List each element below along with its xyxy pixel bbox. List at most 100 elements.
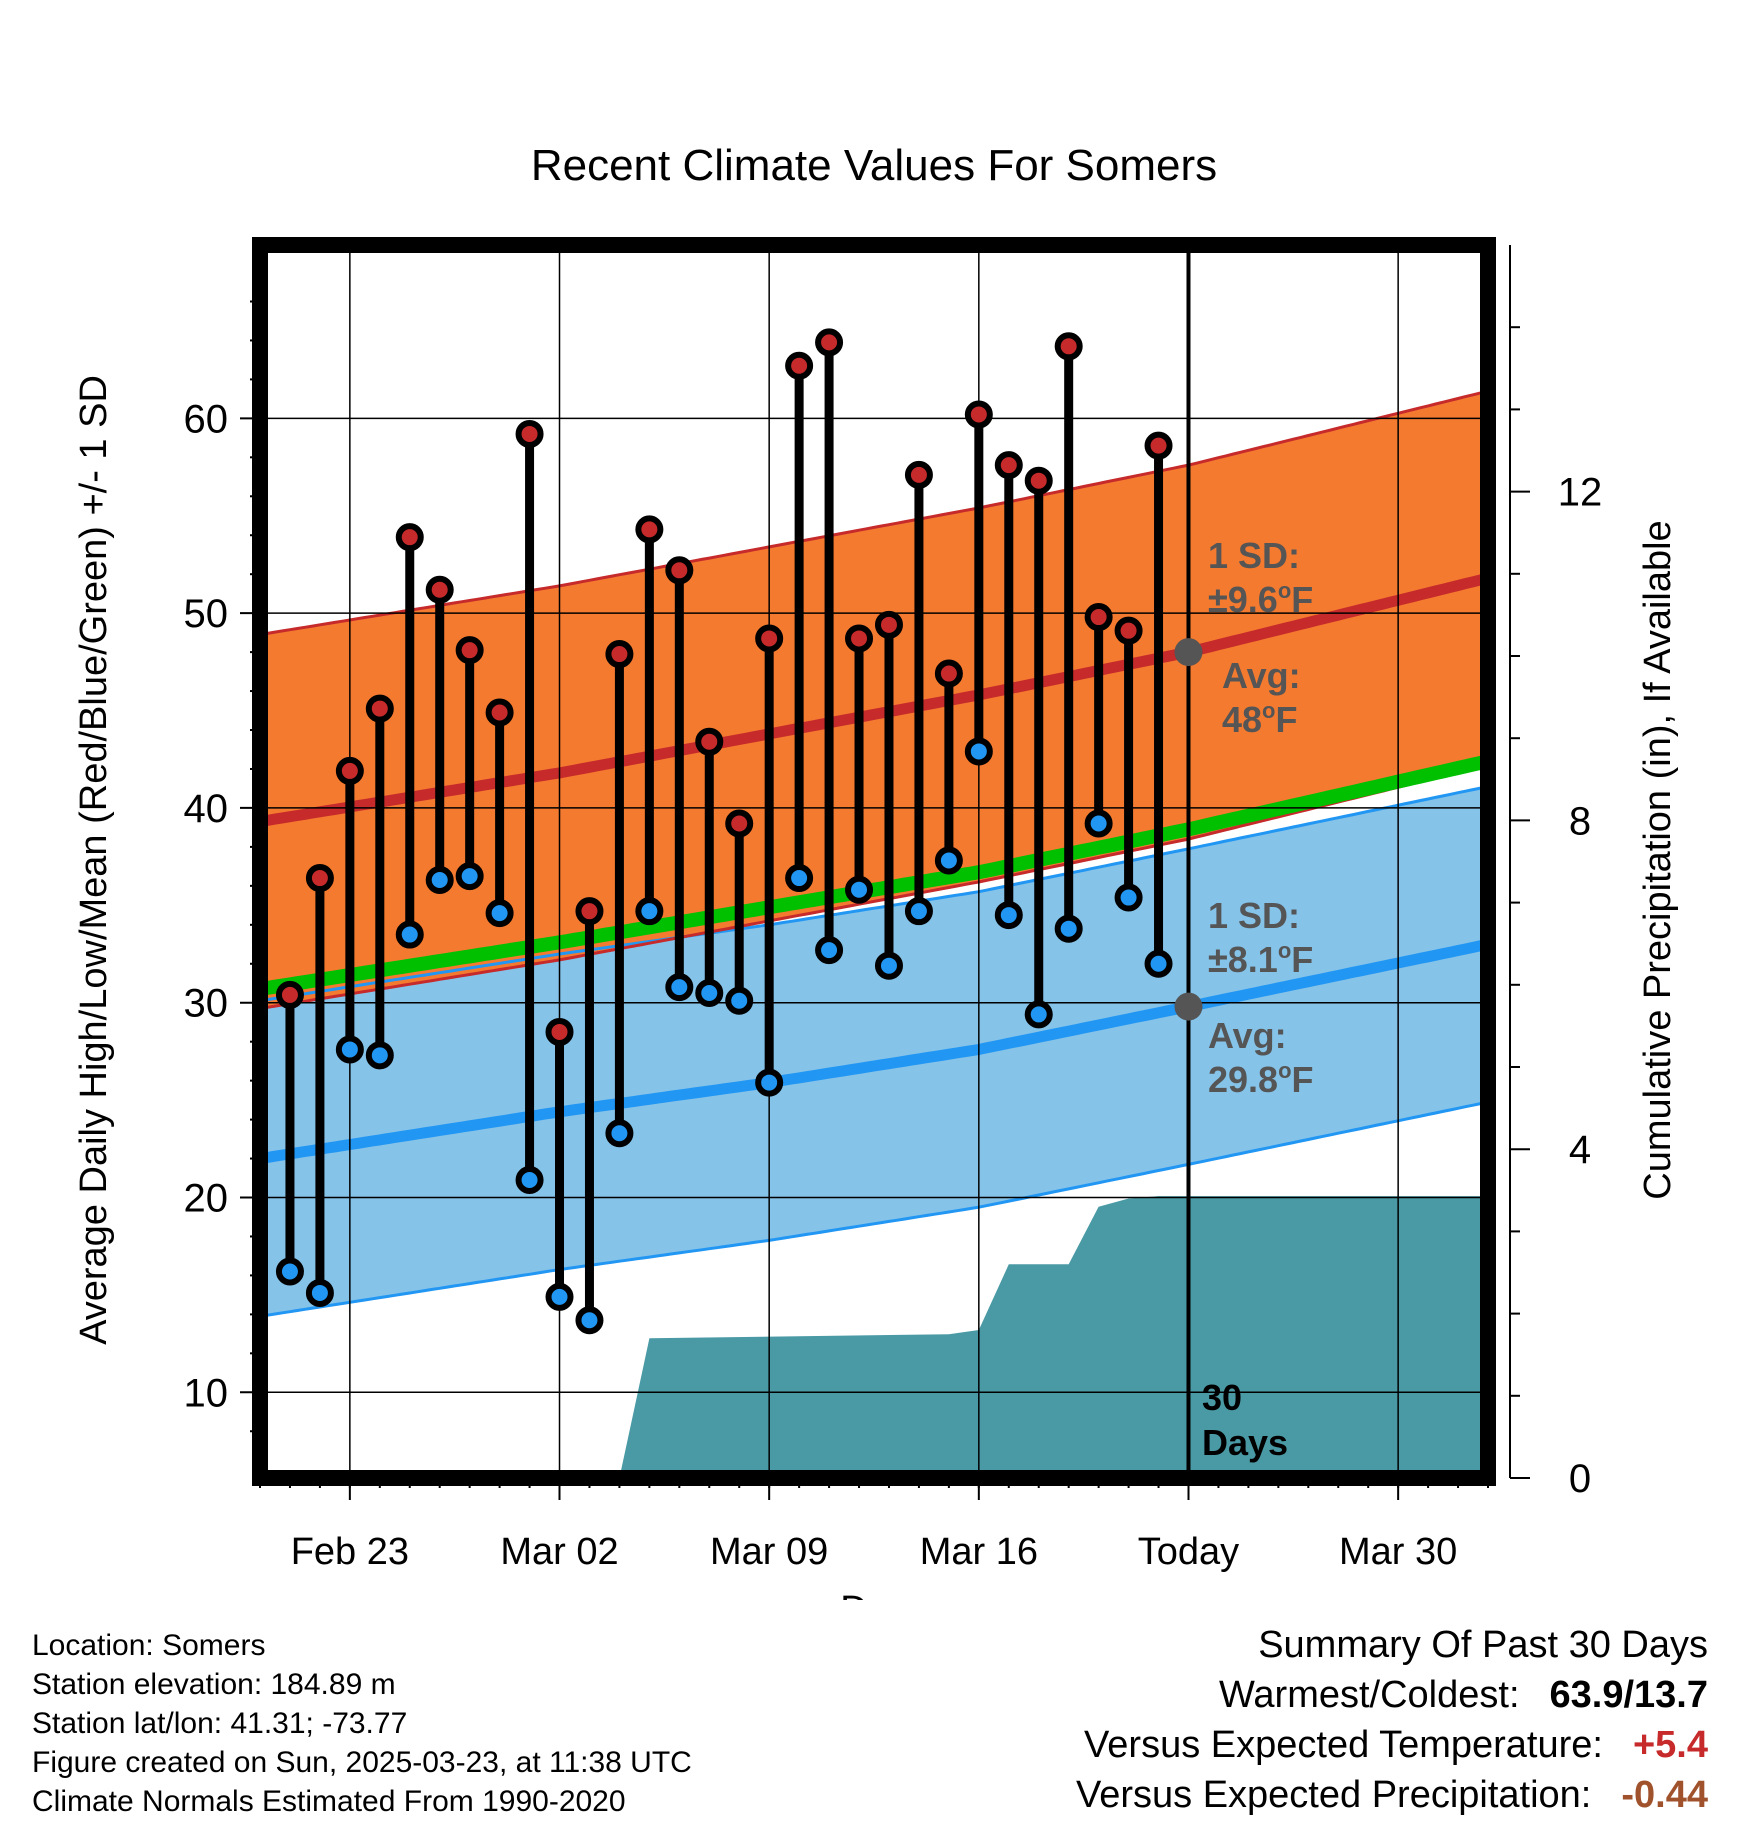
y2-axis-title: Cumulative Precipitation (in), If Availa… [1637, 520, 1679, 1199]
daily-high-point [275, 980, 304, 1009]
daily-high-point [305, 864, 334, 893]
daily-low-point [515, 1165, 544, 1194]
daily-high-point [665, 556, 694, 585]
y2-tick-label: 8 [1569, 799, 1591, 843]
daily-low-point [305, 1278, 334, 1307]
daily-low-point [605, 1119, 634, 1148]
location-text: Location: Somers [32, 1629, 266, 1662]
high-avg-label: Avg: [1222, 655, 1301, 696]
daily-high-point [455, 636, 484, 665]
latlon-text: Station lat/lon: 41.31; -73.77 [32, 1707, 408, 1740]
daily-low-point [874, 951, 903, 980]
daily-high-point [815, 328, 844, 357]
station-metadata: Location: Somers Station elevation: 184.… [32, 1626, 692, 1821]
daily-high-point [904, 460, 933, 489]
y-tick-label: 30 [184, 982, 229, 1026]
y2-tick-label: 4 [1569, 1128, 1591, 1172]
daily-low-point [335, 1035, 364, 1064]
daily-low-point [845, 875, 874, 904]
daily-high-point [545, 1017, 574, 1046]
daily-high-point [1144, 431, 1173, 460]
x-tick-label: Mar 02 [500, 1531, 618, 1573]
daily-low-point [1084, 809, 1113, 838]
plot-inner [260, 245, 1488, 1478]
daily-high-point [845, 624, 874, 653]
temp-label: Versus Expected Temperature: [1084, 1724, 1603, 1766]
y-tick-label: 20 [184, 1177, 229, 1221]
today-low-avg-marker [1174, 992, 1203, 1021]
precip-label: Versus Expected Precipitation: [1075, 1774, 1592, 1816]
x-tick-label: Mar 16 [920, 1531, 1038, 1573]
daily-low-point [395, 920, 424, 949]
daily-low-point [485, 899, 514, 928]
climate-chart: Recent Climate Values For Somers 1 SD:±9… [73, 141, 1679, 1600]
y-tick-label: 10 [184, 1371, 229, 1415]
today-high-avg-marker [1174, 638, 1203, 667]
high-sd-label: 1 SD: [1208, 535, 1300, 576]
daily-high-point [1114, 616, 1143, 645]
low-avg-label: Avg: [1208, 1015, 1287, 1056]
daily-high-point [425, 575, 454, 604]
summary-temp-row: Versus Expected Temperature: +5.4 [1076, 1720, 1708, 1770]
daily-low-point [904, 897, 933, 926]
daily-low-point [1114, 883, 1143, 912]
daily-high-point [1024, 466, 1053, 495]
y2-tick-label: 12 [1558, 471, 1603, 515]
x-tick-label: Mar 09 [710, 1531, 828, 1573]
y-tick-label: 50 [184, 592, 229, 636]
low-lower-sd-line [260, 1100, 1488, 1318]
daily-high-point [874, 610, 903, 639]
daily-low-point [785, 864, 814, 893]
low-sd-value: ±8.1oF [1208, 938, 1313, 980]
plot-frame [252, 237, 1496, 1486]
summary-precip-row: Versus Expected Precipitation: -0.44 [1076, 1770, 1708, 1820]
low-sd-label: 1 SD: [1208, 895, 1300, 936]
daily-low-point [635, 897, 664, 926]
summary-warmest-row: Warmest/Coldest: 63.9/13.7 [1076, 1670, 1708, 1720]
low-normal-line [260, 938, 1488, 1164]
y2-tick-label: 0 [1569, 1457, 1591, 1501]
precipitation-area [260, 1196, 1488, 1478]
high-normal-line [260, 572, 1488, 828]
daily-high-point [695, 727, 724, 756]
high-lower-sd-line [260, 763, 1488, 1011]
daily-low-point [755, 1068, 784, 1097]
daily-low-point [964, 737, 993, 766]
low-sd-band [260, 786, 1488, 1317]
daily-high-point [755, 624, 784, 653]
window-label-number: 30 [1202, 1377, 1242, 1418]
daily-high-point [485, 698, 514, 727]
x-tick-label: Today [1138, 1531, 1239, 1573]
daily-high-point [395, 523, 424, 552]
daily-high-point [605, 640, 634, 669]
temp-value: +5.4 [1632, 1724, 1708, 1766]
daily-low-point [1054, 914, 1083, 943]
low-upper-sd-line [260, 785, 1488, 1003]
daily-high-point [335, 756, 364, 785]
daily-low-point [365, 1041, 394, 1070]
y-axis-title: Average Daily High/Low/Mean (Red/Blue/Gr… [73, 375, 115, 1345]
daily-low-point [994, 901, 1023, 930]
summary-panel: Summary Of Past 30 Days Warmest/Coldest:… [1076, 1620, 1708, 1820]
window-label-days: Days [1202, 1422, 1288, 1463]
daily-low-point [545, 1282, 574, 1311]
daily-high-point [1084, 603, 1113, 632]
y-tick-label: 40 [184, 787, 229, 831]
daily-low-point [275, 1257, 304, 1286]
daily-low-point [1024, 1000, 1053, 1029]
daily-low-point [934, 846, 963, 875]
y-tick-label: 60 [184, 397, 229, 441]
daily-low-point [425, 866, 454, 895]
daily-high-point [515, 419, 544, 448]
daily-high-point [365, 694, 394, 723]
high-sd-value: ±9.6oF [1208, 578, 1313, 620]
warmest-label: Warmest/Coldest: [1218, 1674, 1520, 1716]
chart-title: Recent Climate Values For Somers [531, 141, 1217, 190]
summary-heading: Summary Of Past 30 Days [1258, 1624, 1708, 1666]
high-avg-value: 48oF [1222, 698, 1298, 740]
daily-low-point [665, 973, 694, 1002]
daily-high-point [785, 351, 814, 380]
daily-high-point [635, 515, 664, 544]
x-tick-label: Mar 30 [1339, 1531, 1457, 1573]
x-tick-label: Feb 23 [291, 1531, 409, 1573]
